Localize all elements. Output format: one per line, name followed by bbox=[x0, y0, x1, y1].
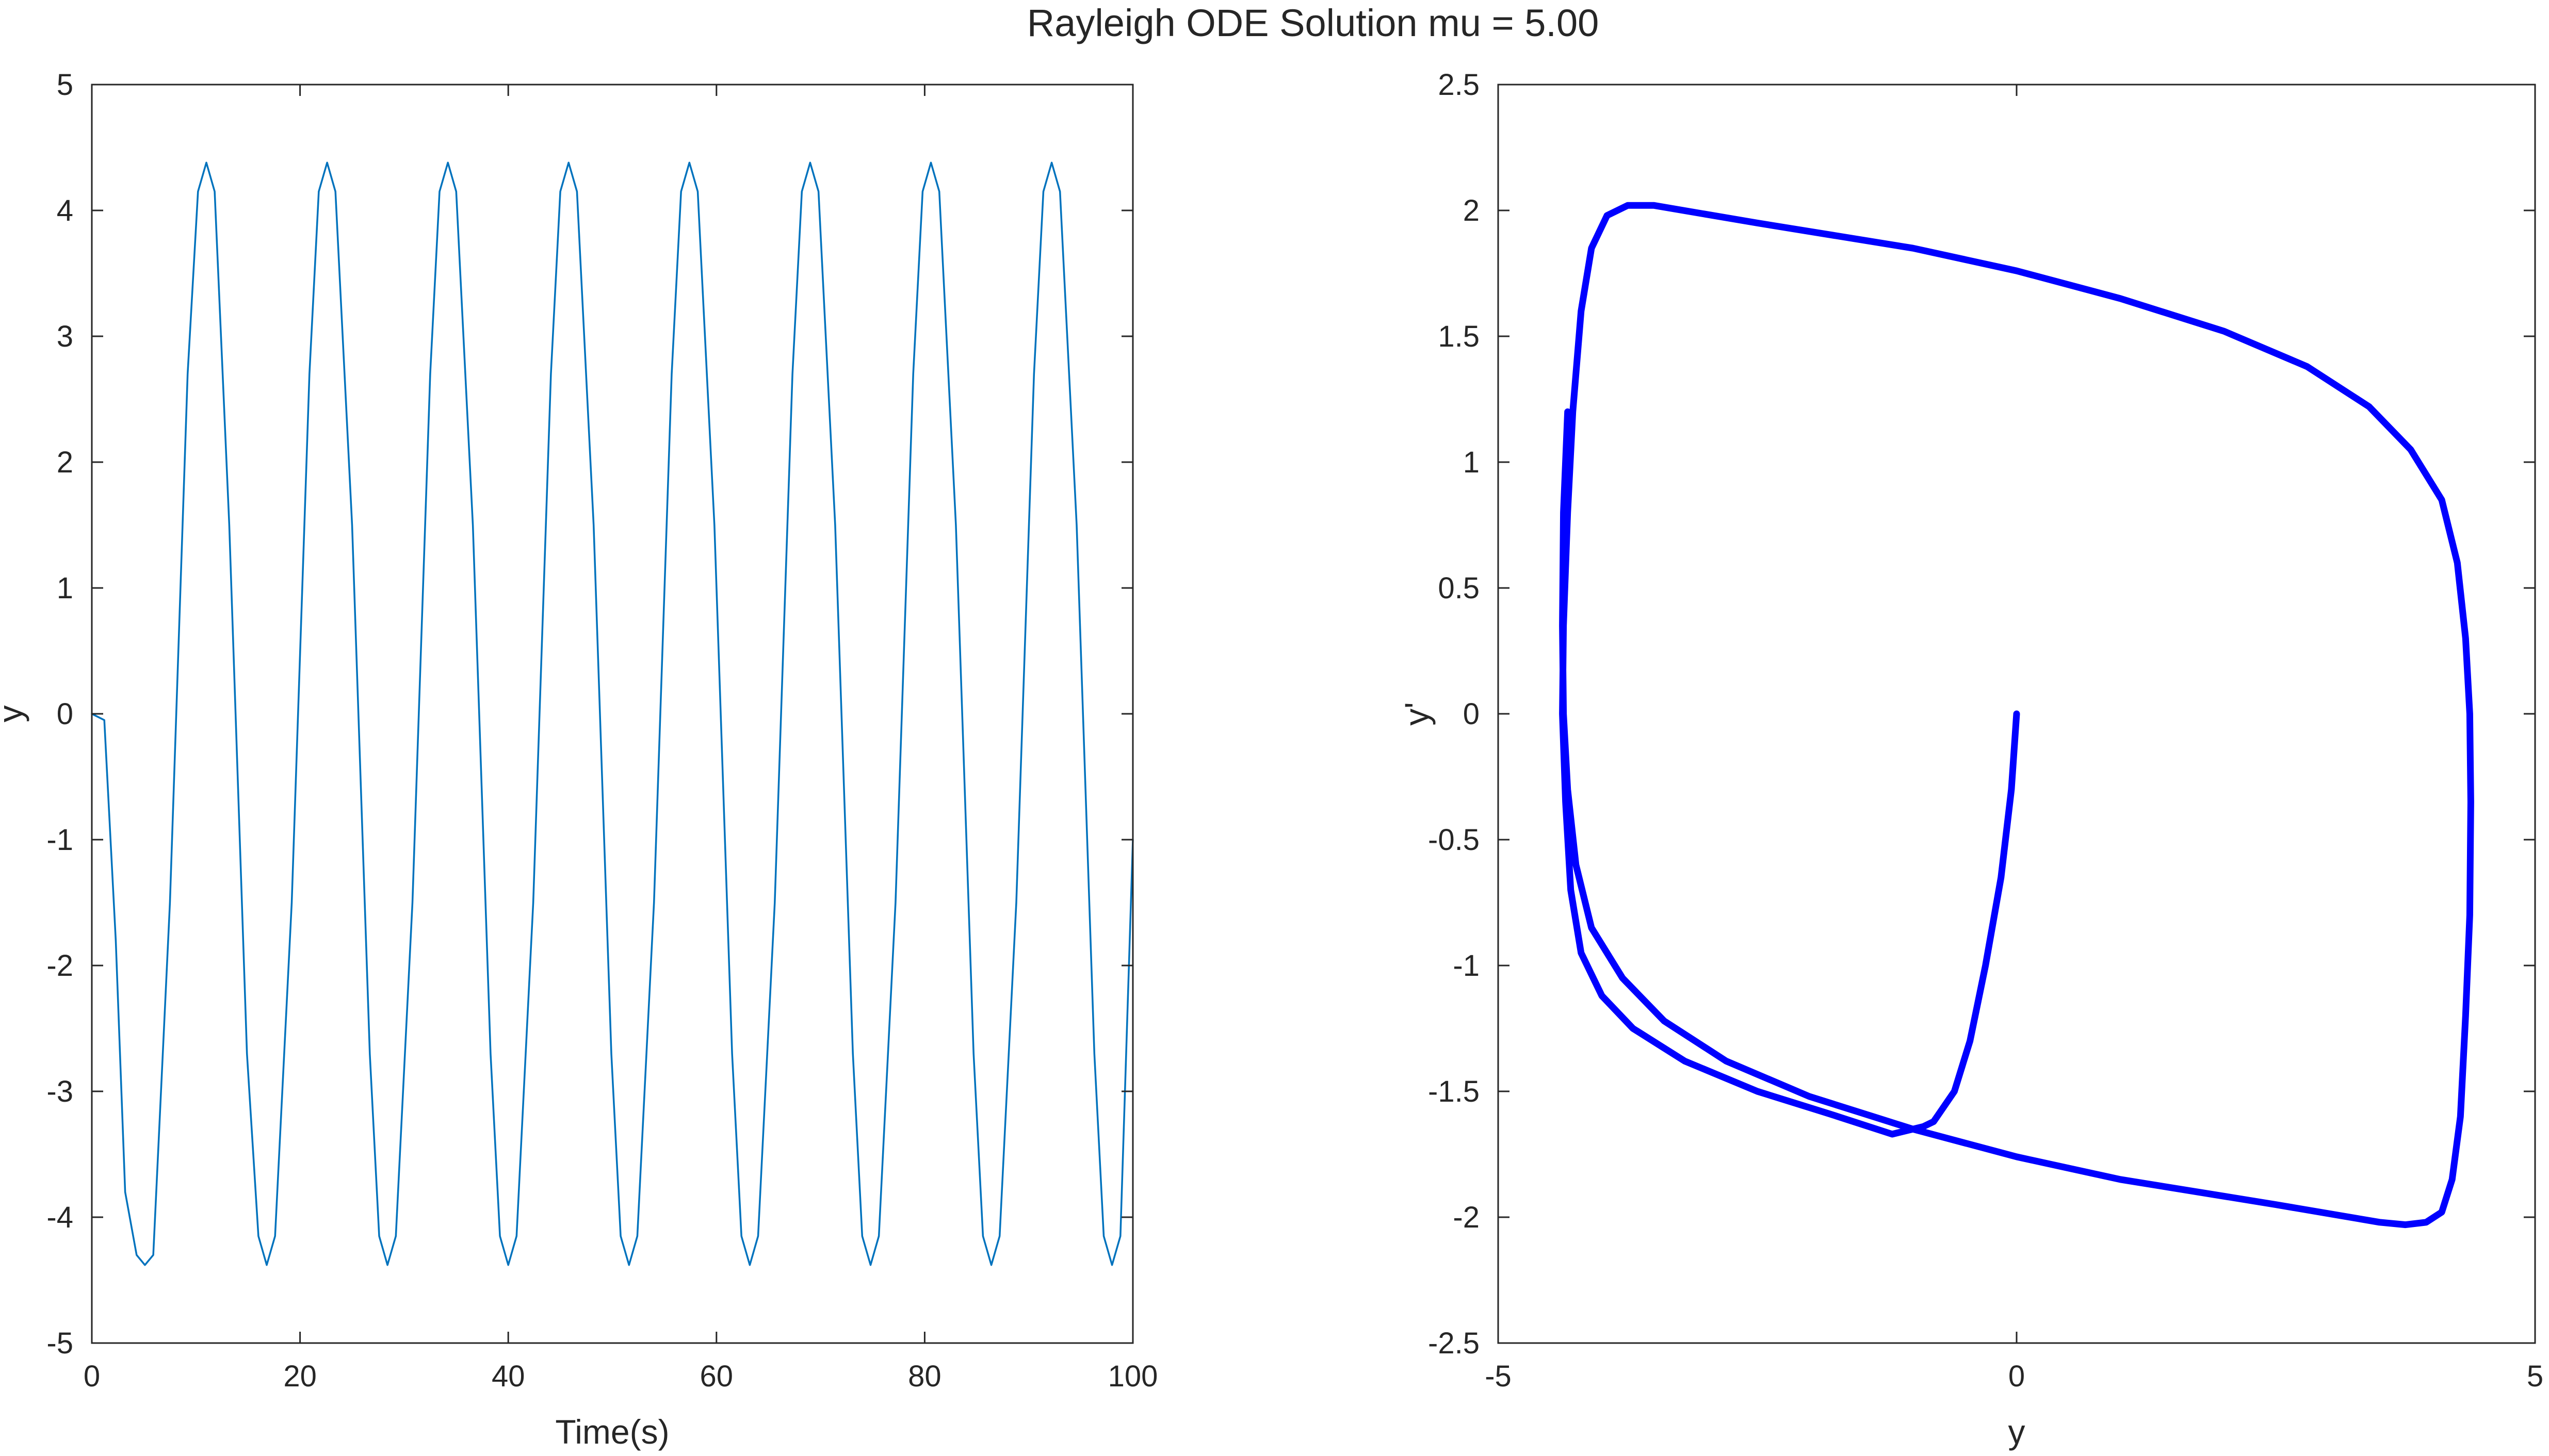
x-axis-label: y bbox=[2008, 1413, 2025, 1451]
y-tick-label: -2 bbox=[1453, 1201, 1480, 1234]
x-tick-label: 60 bbox=[700, 1360, 734, 1393]
y-tick-label: -5 bbox=[46, 1327, 73, 1360]
x-tick-label: 5 bbox=[2527, 1360, 2543, 1393]
y-tick-label: 2.5 bbox=[1438, 68, 1480, 102]
y-tick-label: 0 bbox=[57, 697, 73, 731]
y-tick-label: -0.5 bbox=[1428, 823, 1480, 857]
y-tick-label: 0.5 bbox=[1438, 571, 1480, 605]
x-tick-label: 80 bbox=[908, 1360, 941, 1393]
phase-portrait-axes: -5 0 5 -2.5 -2 -1.5 -1 -0.5 0 0.5 1 1.5 2 2.5 y y' bbox=[1398, 68, 2543, 1451]
x-tick-label: 20 bbox=[283, 1360, 317, 1393]
figure-title: Rayleigh ODE Solution mu = 5.00 bbox=[1027, 2, 1599, 44]
y-tick-label: 4 bbox=[57, 194, 73, 227]
y-tick-label: 0 bbox=[1463, 697, 1480, 731]
y-axis-label: y' bbox=[1398, 702, 1436, 726]
time-series-axes: 0 20 40 60 80 100 -5 -4 -3 -2 -1 0 1 2 3 4 5 Time(s) y bbox=[0, 68, 1158, 1451]
y-tick-label: -1 bbox=[46, 823, 73, 857]
y-tick-label: 1 bbox=[57, 571, 73, 605]
y-tick-label: 1 bbox=[1463, 446, 1480, 479]
x-tick-label: 0 bbox=[84, 1360, 100, 1393]
y-tick-label: -2 bbox=[46, 949, 73, 983]
y-tick-label: 5 bbox=[57, 68, 73, 102]
y-tick-label: 2 bbox=[1463, 194, 1480, 227]
x-tick-label: 100 bbox=[1108, 1360, 1158, 1393]
y-tick-label: 2 bbox=[57, 446, 73, 479]
y-tick-label: -3 bbox=[46, 1075, 73, 1108]
phase-series-line bbox=[1559, 202, 2474, 1229]
y-tick-label: -1 bbox=[1453, 949, 1480, 983]
x-tick-label: 40 bbox=[492, 1360, 525, 1393]
y-tick-label: -4 bbox=[46, 1201, 73, 1234]
x-tick-label: -5 bbox=[1485, 1360, 1512, 1393]
y-tick-label: -1.5 bbox=[1428, 1075, 1480, 1108]
x-axis-label: Time(s) bbox=[555, 1413, 669, 1451]
y-tick-label: -2.5 bbox=[1428, 1327, 1480, 1360]
time-series-line bbox=[91, 161, 1134, 1266]
y-tick-label: 1.5 bbox=[1438, 320, 1480, 353]
x-tick-label: 0 bbox=[2008, 1360, 2025, 1393]
y-tick-label: 3 bbox=[57, 320, 73, 353]
y-axis-label: y bbox=[0, 706, 29, 723]
